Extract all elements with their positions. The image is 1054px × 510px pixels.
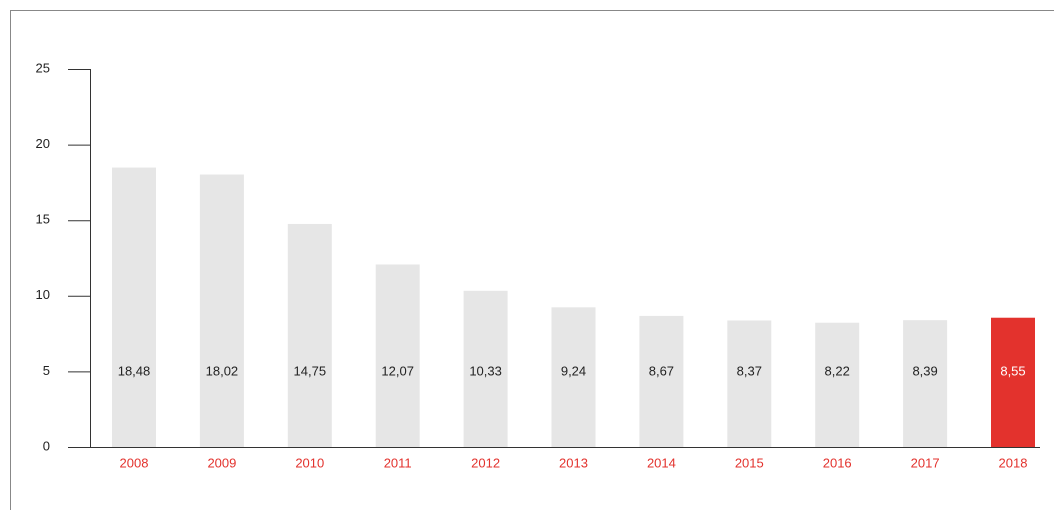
x-tick-label: 2011 xyxy=(384,455,412,470)
value-label: 8,67 xyxy=(649,363,674,378)
x-tick-label: 2017 xyxy=(911,455,940,470)
value-label: 12,07 xyxy=(381,363,414,378)
value-label: 14,75 xyxy=(294,363,327,378)
value-label: 10,33 xyxy=(469,363,502,378)
bar xyxy=(112,167,156,447)
bar xyxy=(375,264,420,447)
y-tick-label: 5 xyxy=(43,363,50,378)
bar xyxy=(463,290,508,447)
value-label: 9,24 xyxy=(561,363,586,378)
value-label: 8,39 xyxy=(912,363,937,378)
y-tick-label: 25 xyxy=(36,60,50,75)
x-tick-label: 2013 xyxy=(559,455,588,470)
x-tick-label: 2012 xyxy=(471,455,500,470)
value-label: 18,48 xyxy=(118,363,151,378)
bar xyxy=(727,320,772,447)
value-label: 8,37 xyxy=(737,363,762,378)
bar xyxy=(991,317,1035,447)
y-tick-label: 20 xyxy=(36,136,50,151)
x-tick-label: 2015 xyxy=(735,455,764,470)
y-tick-label: 0 xyxy=(43,438,50,453)
bar xyxy=(287,223,332,447)
x-tick-label: 2010 xyxy=(295,455,324,470)
bar xyxy=(903,320,948,447)
x-tick-label: 2014 xyxy=(647,455,676,470)
bar xyxy=(639,315,684,447)
x-tick-label: 2009 xyxy=(207,455,236,470)
bar xyxy=(815,322,860,447)
x-tick-label: 2018 xyxy=(999,455,1028,470)
value-label: 18,02 xyxy=(206,363,239,378)
x-tick-label: 2016 xyxy=(823,455,852,470)
bar xyxy=(551,307,596,447)
bar xyxy=(199,174,244,447)
value-label: 8,22 xyxy=(825,363,850,378)
y-tick-label: 10 xyxy=(36,287,50,302)
x-tick-label: 2008 xyxy=(120,455,149,470)
value-label: 8,55 xyxy=(1000,363,1025,378)
y-tick-label: 15 xyxy=(36,212,50,227)
